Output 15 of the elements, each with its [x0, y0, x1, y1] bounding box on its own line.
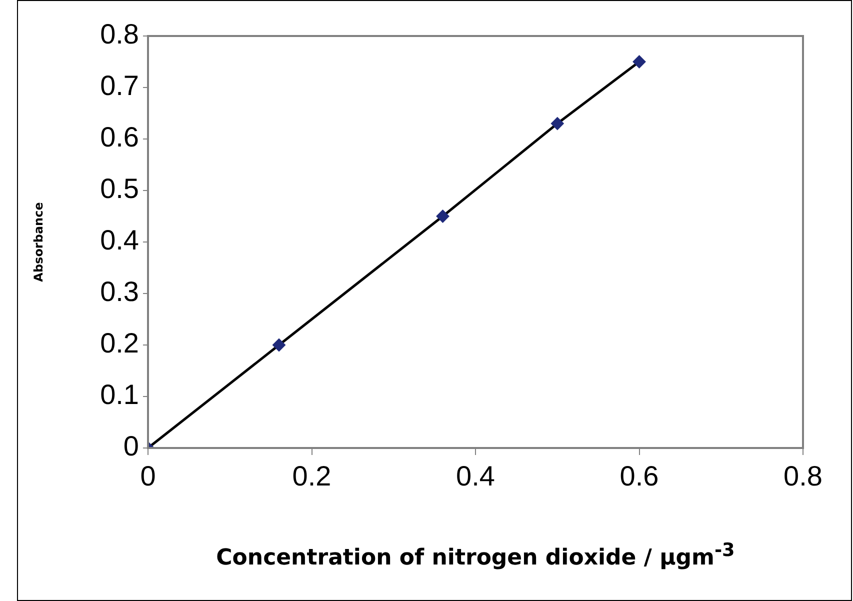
y-tick-label: 0	[123, 430, 139, 462]
x-tick-label: 0.6	[620, 460, 659, 492]
y-tick-label: 0.1	[100, 379, 139, 410]
x-tick-label: 0.4	[456, 460, 495, 492]
x-tick-label: 0.2	[292, 460, 332, 492]
y-tick-label: 0.5	[100, 173, 139, 204]
x-axis-title: Concentration of nitrogen dioxide / µgm$^{-3}$	[215, 540, 736, 570]
y-axis-title: Absorbance	[31, 202, 46, 282]
y-tick-label: 0.2	[100, 328, 139, 359]
y-tick-label: 0.4	[100, 224, 139, 256]
x-tick-label: 0.8	[784, 460, 822, 492]
y-tick-label: 0.3	[100, 276, 139, 308]
y-tick-label: 0.6	[100, 122, 139, 153]
y-tick-label: 0.7	[100, 70, 139, 102]
y-tick-label: 0.8	[100, 18, 139, 50]
